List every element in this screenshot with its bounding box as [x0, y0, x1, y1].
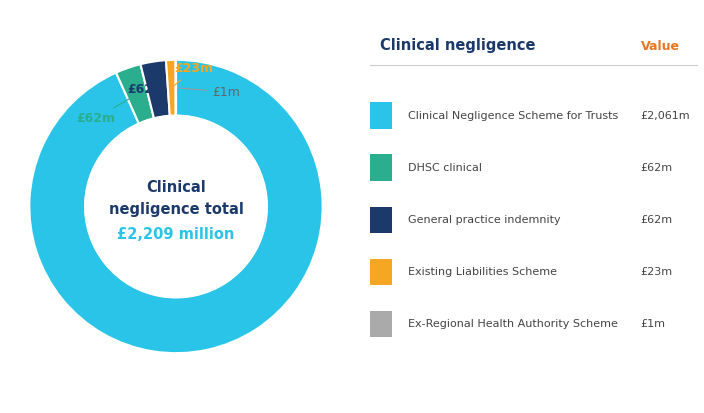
Text: negligence total: negligence total — [108, 202, 244, 217]
Text: DHSC clinical: DHSC clinical — [408, 163, 482, 173]
Text: General practice indemnity: General practice indemnity — [408, 215, 561, 225]
Text: £1m: £1m — [179, 85, 240, 99]
FancyBboxPatch shape — [370, 206, 393, 233]
Text: Existing Liabilities Scheme: Existing Liabilities Scheme — [408, 267, 558, 277]
Wedge shape — [30, 60, 322, 353]
Text: £2,061m: £2,061m — [641, 111, 690, 121]
FancyBboxPatch shape — [370, 102, 393, 129]
Text: £1m: £1m — [641, 319, 666, 329]
Text: Clinical negligence: Clinical negligence — [380, 38, 536, 53]
Text: £62m: £62m — [641, 163, 673, 173]
Wedge shape — [116, 64, 154, 123]
Text: £62m: £62m — [76, 96, 134, 125]
FancyBboxPatch shape — [370, 154, 393, 181]
Wedge shape — [166, 60, 176, 116]
Text: £23m: £23m — [641, 267, 673, 277]
Text: £23m: £23m — [174, 62, 213, 86]
Text: Clinical Negligence Scheme for Trusts: Clinical Negligence Scheme for Trusts — [408, 111, 619, 121]
Text: Clinical: Clinical — [146, 180, 206, 195]
Text: £62m: £62m — [127, 83, 166, 96]
Circle shape — [85, 116, 267, 297]
Wedge shape — [141, 60, 170, 118]
FancyBboxPatch shape — [370, 259, 393, 285]
Text: Value: Value — [641, 40, 679, 53]
FancyBboxPatch shape — [370, 311, 393, 337]
Text: £62m: £62m — [641, 215, 673, 225]
Text: Ex-Regional Health Authority Scheme: Ex-Regional Health Authority Scheme — [408, 319, 618, 329]
Text: £2,209 million: £2,209 million — [118, 227, 234, 242]
Text: £2,061m: £2,061m — [169, 319, 234, 332]
